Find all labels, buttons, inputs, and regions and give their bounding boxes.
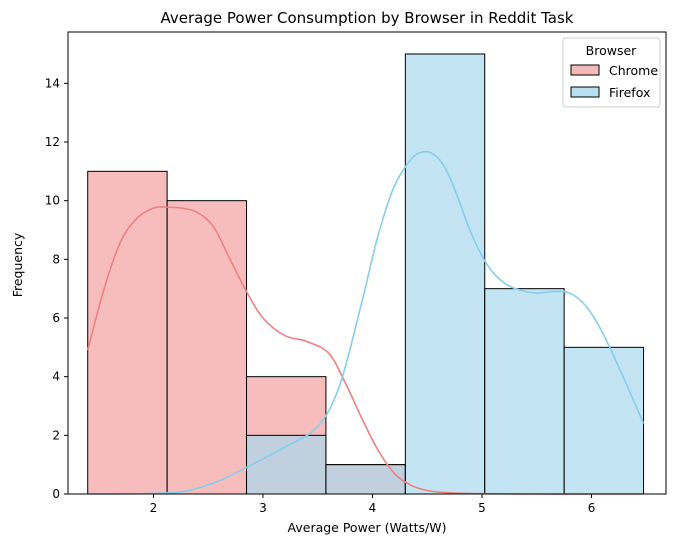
plot-frame [67,31,667,495]
chrome-bar [87,170,168,495]
legend-title: Browser [586,43,638,58]
y-tick-label: 14 [45,76,60,90]
y-tick-label: 2 [52,428,60,442]
chart-title: Average Power Consumption by Browser in … [161,9,574,27]
chrome-kde-line [86,206,644,495]
chrome-bar [166,200,248,495]
legend-swatch-chrome [570,64,600,76]
firefox-kde-line [87,150,645,495]
legend-label-firefox: Firefox [609,85,650,100]
x-tick-label: 4 [369,501,377,515]
y-tick-label: 10 [45,194,60,208]
firefox-bar [325,464,406,495]
firefox-bar [404,53,486,495]
firefox-bar [246,434,327,495]
y-tick-label: 4 [52,370,60,384]
x-tick-label: 5 [478,501,486,515]
firefox-bar [484,288,565,495]
y-tick-label: 8 [52,252,60,266]
y-tick-label: 6 [52,311,60,325]
x-axis-label: Average Power (Watts/W) [288,520,447,535]
y-tick-label: 0 [52,487,60,501]
firefox-bar [563,346,645,495]
y-axis-label: Frequency [10,232,25,297]
x-tick-label: 2 [150,501,158,515]
y-tick-label: 12 [45,135,60,149]
x-tick-label: 6 [588,501,596,515]
plot-area: 2 3 4 5 6 0 2 4 6 8 10 12 14 Browser Chrome Firefox [45,31,667,515]
x-tick-label: 3 [259,501,267,515]
legend-swatch-firefox [570,86,600,98]
legend: Browser Chrome Firefox [562,37,661,108]
legend-label-chrome: Chrome [609,63,658,78]
